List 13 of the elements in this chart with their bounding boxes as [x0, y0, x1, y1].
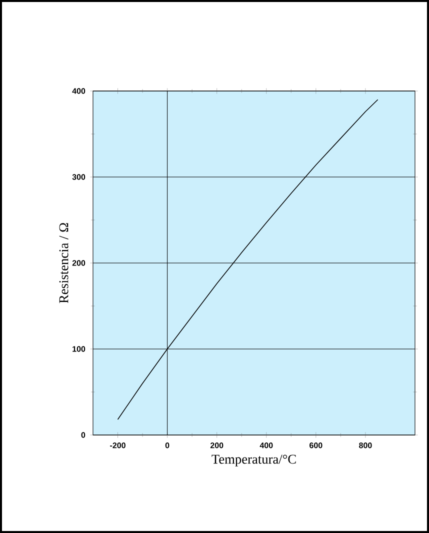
y-tick-label: 100 [72, 346, 86, 352]
x-tick-label: 600 [310, 442, 322, 448]
x-axis-title: Temperatura/°C [212, 454, 296, 466]
y-tick-label: 0 [81, 432, 86, 438]
y-tick-label: 200 [72, 260, 86, 266]
x-tick-label: -200 [110, 442, 126, 448]
x-tick-label: 400 [260, 442, 273, 448]
y-axis-title: Resistencia / Ω [59, 223, 68, 304]
y-tick-label: 400 [72, 88, 86, 94]
y-tick-label: 300 [72, 174, 86, 180]
x-tick-label: 800 [359, 442, 372, 448]
x-tick-label: 200 [210, 442, 224, 448]
x-tick-label: 0 [165, 442, 170, 448]
